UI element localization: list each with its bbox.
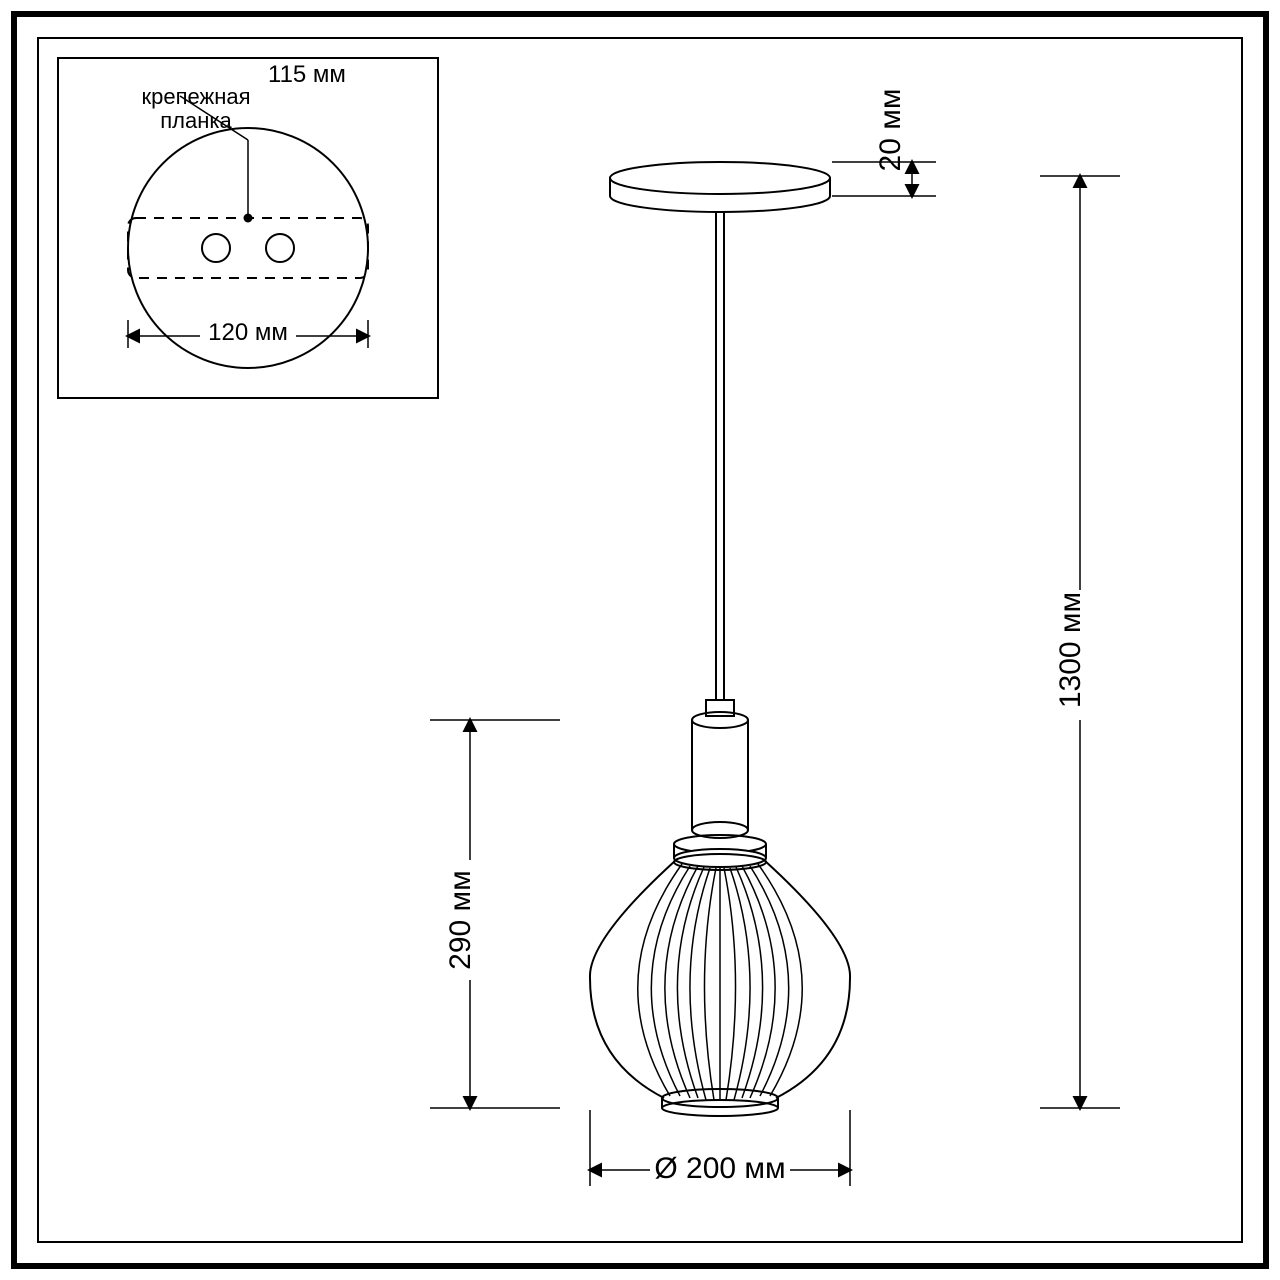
inset-label-bracket-l1: крепежная	[141, 84, 250, 109]
diagram-svg: 115 мм крепежная планка 120 мм	[0, 0, 1280, 1280]
shade-ribs	[638, 864, 802, 1100]
dim-20mm-label: 20 мм	[874, 89, 907, 172]
dim-290mm-label: 290 мм	[444, 870, 477, 970]
dim-200mm-label: Ø 200 мм	[654, 1152, 785, 1185]
dim-200mm: Ø 200 мм	[590, 1110, 850, 1186]
collar	[674, 835, 766, 867]
dim-20mm: 20 мм	[832, 89, 936, 196]
canopy	[610, 162, 830, 212]
inset-bracket-rect	[128, 218, 368, 278]
inset-panel: 115 мм крепежная планка 120 мм	[58, 58, 438, 398]
inset-hole-right	[266, 234, 294, 262]
inset-hole-left	[202, 234, 230, 262]
shade	[590, 854, 850, 1116]
dim-290mm: 290 мм	[430, 720, 560, 1108]
inset-label-bracket-l2: планка	[160, 108, 232, 133]
inset-dim-120-label: 120 мм	[208, 319, 288, 346]
inset-label-115: 115 мм	[268, 61, 346, 88]
lamp-figure	[590, 162, 850, 1116]
cord	[716, 212, 724, 700]
dim-1300mm: 1300 мм	[1040, 176, 1120, 1108]
socket	[692, 712, 748, 838]
cord-cap	[706, 700, 734, 716]
dim-1300mm-label: 1300 мм	[1054, 592, 1087, 708]
